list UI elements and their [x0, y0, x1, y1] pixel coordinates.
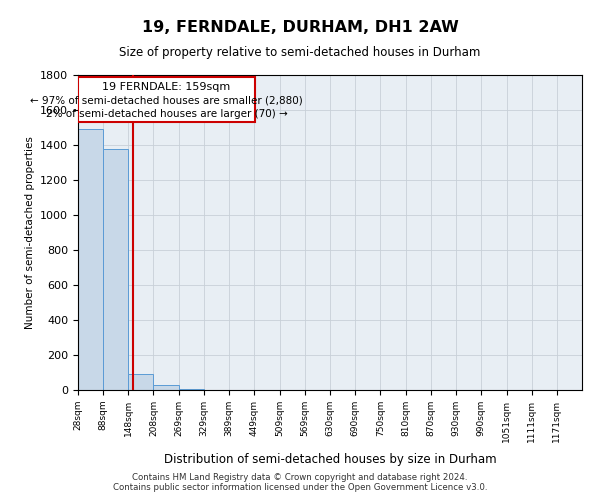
Bar	[103, 148, 128, 390]
Text: Size of property relative to semi-detached houses in Durham: Size of property relative to semi-detach…	[119, 46, 481, 59]
Y-axis label: Number of semi-detached properties: Number of semi-detached properties	[25, 136, 35, 329]
Text: 19, FERNDALE, DURHAM, DH1 2AW: 19, FERNDALE, DURHAM, DH1 2AW	[142, 20, 458, 35]
Text: ← 97% of semi-detached houses are smaller (2,880): ← 97% of semi-detached houses are smalle…	[30, 96, 303, 106]
Text: 19 FERNDALE: 159sqm: 19 FERNDALE: 159sqm	[102, 82, 230, 92]
Bar	[154, 385, 179, 390]
Text: Contains HM Land Registry data © Crown copyright and database right 2024.
Contai: Contains HM Land Registry data © Crown c…	[113, 473, 487, 492]
Bar	[179, 389, 204, 390]
Bar	[128, 374, 154, 390]
Bar	[78, 129, 103, 390]
X-axis label: Distribution of semi-detached houses by size in Durham: Distribution of semi-detached houses by …	[164, 453, 496, 466]
Text: 2% of semi-detached houses are larger (70) →: 2% of semi-detached houses are larger (7…	[46, 109, 287, 119]
Bar	[78, 76, 255, 122]
